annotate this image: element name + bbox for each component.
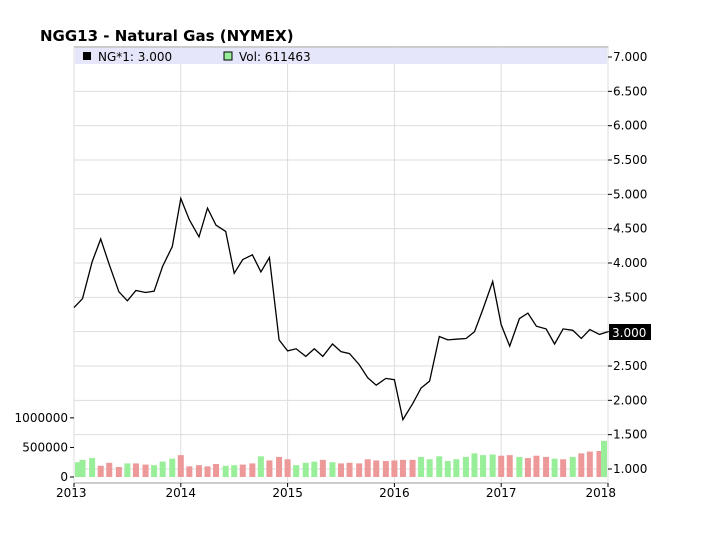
volume-axis: 1000000 500000 0 — [15, 411, 74, 484]
volume-tick-label: 1000000 — [15, 411, 68, 425]
volume-bar — [382, 461, 389, 477]
volume-bar — [89, 458, 96, 477]
volume-bar — [436, 456, 443, 477]
price-legend-swatch — [83, 52, 91, 60]
volume-bar — [329, 462, 336, 477]
price-line-group — [73, 196, 609, 422]
volume-bar — [506, 455, 513, 477]
volume-bar — [151, 465, 158, 477]
volume-bar — [601, 440, 607, 477]
volume-bar — [399, 459, 406, 477]
price-legend-label: NG*1: 3.000 — [98, 50, 172, 64]
chart-title: NGG13 - Natural Gas (NYMEX) — [40, 27, 294, 45]
volume-bar — [543, 456, 550, 477]
volume-bar — [364, 459, 371, 477]
volume-bar — [533, 455, 540, 477]
y-tick-label: 6.000 — [613, 119, 647, 133]
volume-bar — [338, 463, 344, 477]
volume-legend-swatch — [223, 51, 233, 61]
price-axis: 7.000 6.500 6.000 5.500 5.000 4.500 4.000 3.500… — [608, 50, 647, 476]
x-tick-label: 2016 — [379, 486, 410, 500]
volume-bar — [569, 456, 576, 477]
plot-area — [73, 46, 609, 484]
legend-bar — [75, 48, 607, 64]
y-tick-label: 2.000 — [613, 393, 647, 407]
volume-bar — [249, 463, 256, 477]
volume-bar — [462, 456, 469, 477]
volume-bar — [195, 465, 202, 477]
volume-bar — [186, 466, 193, 477]
volume-bar — [578, 453, 585, 477]
volume-bar — [132, 463, 139, 477]
volume-bar — [418, 456, 425, 477]
volume-bar — [311, 461, 318, 477]
y-tick-label: 1.000 — [613, 462, 647, 476]
volume-bar — [489, 454, 496, 477]
volume-bar — [356, 463, 363, 477]
y-tick-label: 5.000 — [613, 187, 647, 201]
y-tick-label: 3.500 — [613, 290, 647, 304]
volume-bar — [480, 455, 487, 477]
volume-bar — [471, 453, 478, 477]
volume-bar — [391, 460, 398, 477]
volume-bar — [97, 465, 104, 477]
y-tick-label: 5.500 — [613, 153, 647, 167]
volume-bar — [560, 459, 567, 477]
x-tick-label: 2014 — [166, 486, 197, 500]
volume-legend-label: Vol: 611463 — [239, 50, 311, 64]
volume-bar — [106, 462, 113, 477]
volume-bar — [498, 455, 505, 477]
volume-bar — [75, 462, 81, 477]
volume-bar — [373, 460, 380, 477]
current-value-badge — [609, 324, 651, 340]
volume-bar — [115, 466, 122, 477]
price-line — [73, 196, 609, 422]
volume-bar — [293, 465, 300, 477]
volume-bar — [142, 464, 149, 477]
volume-bar — [444, 461, 451, 477]
y-tick-label: 7.000 — [613, 50, 647, 64]
volume-tick-label: 500000 — [22, 440, 68, 454]
volume-bar — [276, 456, 283, 477]
volume-bar — [319, 459, 326, 477]
volume-bars — [75, 440, 607, 477]
volume-bar — [596, 450, 603, 477]
volume-bar — [346, 462, 353, 477]
volume-bar — [453, 459, 460, 477]
volume-bar — [524, 458, 531, 477]
volume-bar — [79, 459, 86, 477]
volume-bar — [426, 459, 433, 477]
volume-bar — [551, 458, 558, 477]
current-value-label: 3.000 — [612, 326, 646, 340]
volume-bar — [239, 464, 246, 477]
volume-bar — [266, 460, 273, 477]
x-tick-label: 2013 — [56, 486, 87, 500]
y-tick-label: 4.000 — [613, 256, 647, 270]
y-tick-label: 1.500 — [613, 428, 647, 442]
y-tick-label: 4.500 — [613, 222, 647, 236]
volume-bar — [177, 455, 184, 477]
y-tick-label: 2.500 — [613, 359, 647, 373]
volume-bar — [284, 459, 291, 477]
time-axis: 2013 2014 2015 2016 2017 2018 — [56, 483, 616, 500]
volume-bar — [257, 456, 264, 477]
volume-bar — [222, 465, 229, 477]
volume-bar — [159, 461, 166, 477]
x-tick-label: 2017 — [486, 486, 517, 500]
volume-bar — [231, 465, 238, 477]
volume-tick-label: 0 — [60, 470, 68, 484]
volume-bar — [586, 451, 593, 477]
x-tick-label: 2015 — [272, 486, 303, 500]
volume-bar — [409, 459, 416, 477]
volume-bar — [124, 463, 131, 477]
x-tick-label: 2018 — [585, 486, 616, 500]
volume-bar — [213, 463, 220, 477]
volume-bar — [516, 456, 523, 477]
volume-bar — [169, 458, 176, 477]
volume-bar — [204, 466, 211, 477]
y-tick-label: 6.500 — [613, 84, 647, 98]
volume-bar — [302, 462, 309, 477]
